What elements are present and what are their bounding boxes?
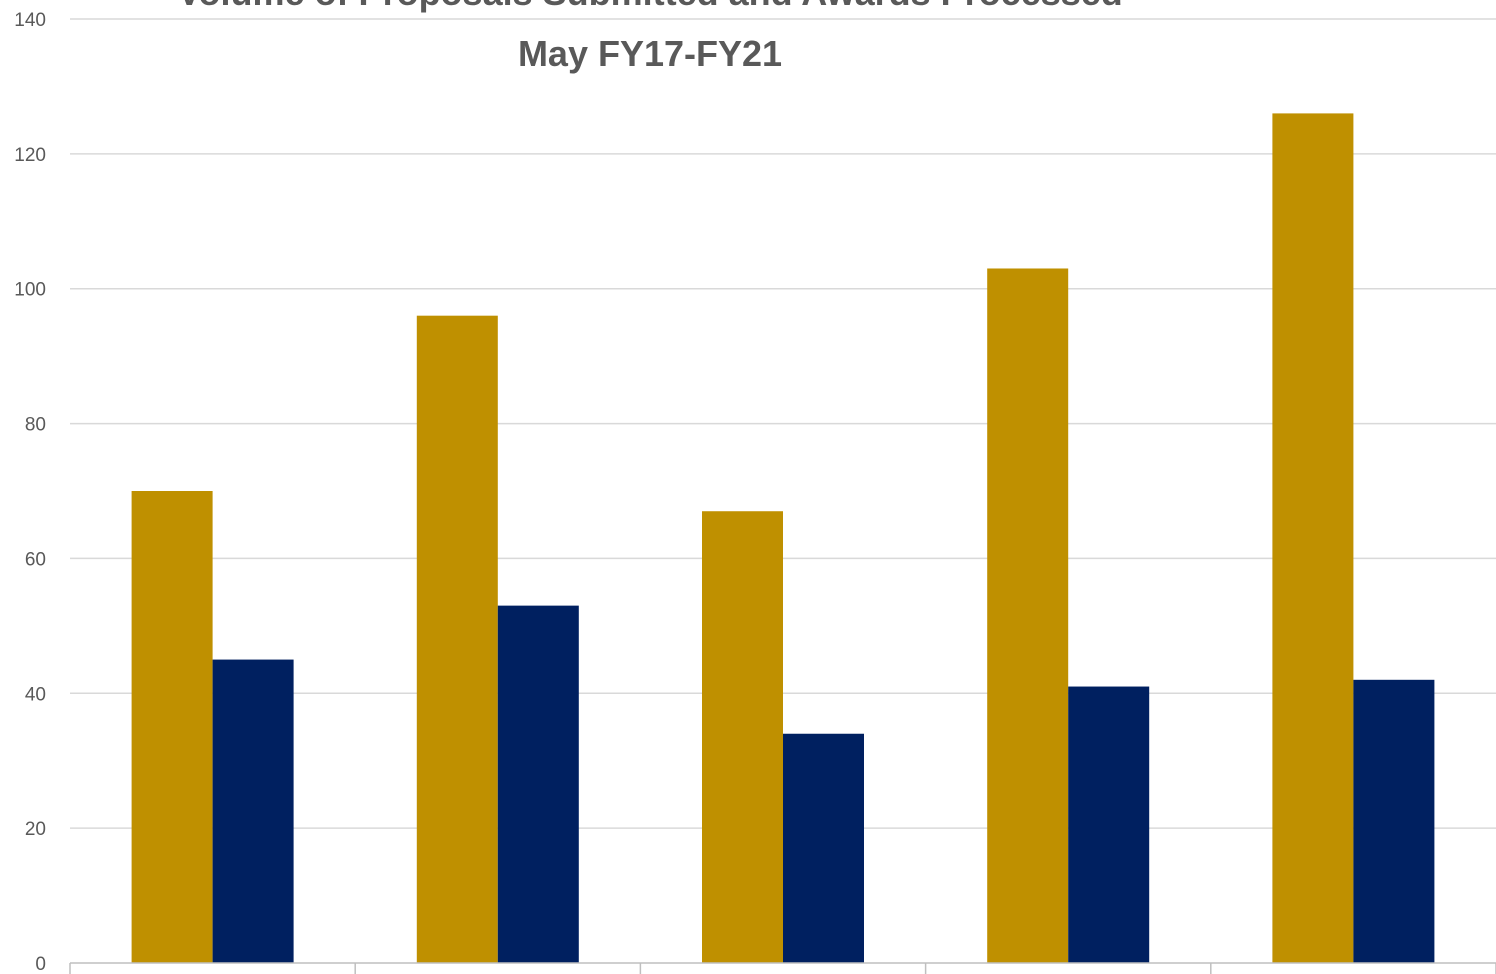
x-tick-label: FY18 [472, 971, 525, 974]
bar-fy21-series-2 [1353, 679, 1435, 963]
bars [131, 113, 1435, 964]
bar-fy18-series-1 [416, 315, 498, 964]
x-tick-label: FY21 [1327, 971, 1380, 974]
bar-fy17-series-1 [131, 491, 213, 963]
y-tick-label: 100 [14, 280, 46, 301]
bar-fy20-series-2 [1068, 686, 1150, 963]
y-tick-label: 120 [14, 145, 46, 166]
chart-subtitle: May FY17-FY21 [517, 33, 783, 74]
x-axis: FY17 FY18 FY19 FY20 FY21 [69, 962, 1496, 974]
y-tick-label: 40 [25, 684, 46, 705]
y-tick-label: 80 [25, 415, 46, 436]
bar-fy20-series-1 [987, 268, 1069, 963]
bar-fy19-series-2 [783, 733, 864, 963]
y-tick-label: 0 [35, 954, 46, 974]
x-tick-label: FY17 [186, 971, 239, 974]
y-tick-label: 20 [25, 819, 46, 840]
chart-title: Volume of Proposals Submitted and Awards… [70, 0, 1230, 14]
bar-fy21-series-1 [1272, 113, 1354, 963]
y-tick-label: 140 [14, 10, 46, 31]
y-axis-tick-labels: 0 20 40 60 80 100 120 140 [14, 10, 46, 974]
bar-fy18-series-2 [497, 605, 579, 963]
y-tick-label: 60 [25, 549, 46, 570]
x-tick-label: FY20 [1042, 971, 1095, 974]
x-tick-label: FY19 [757, 971, 810, 974]
bar-fy19-series-1 [702, 511, 783, 963]
bar-fy17-series-2 [212, 659, 294, 963]
